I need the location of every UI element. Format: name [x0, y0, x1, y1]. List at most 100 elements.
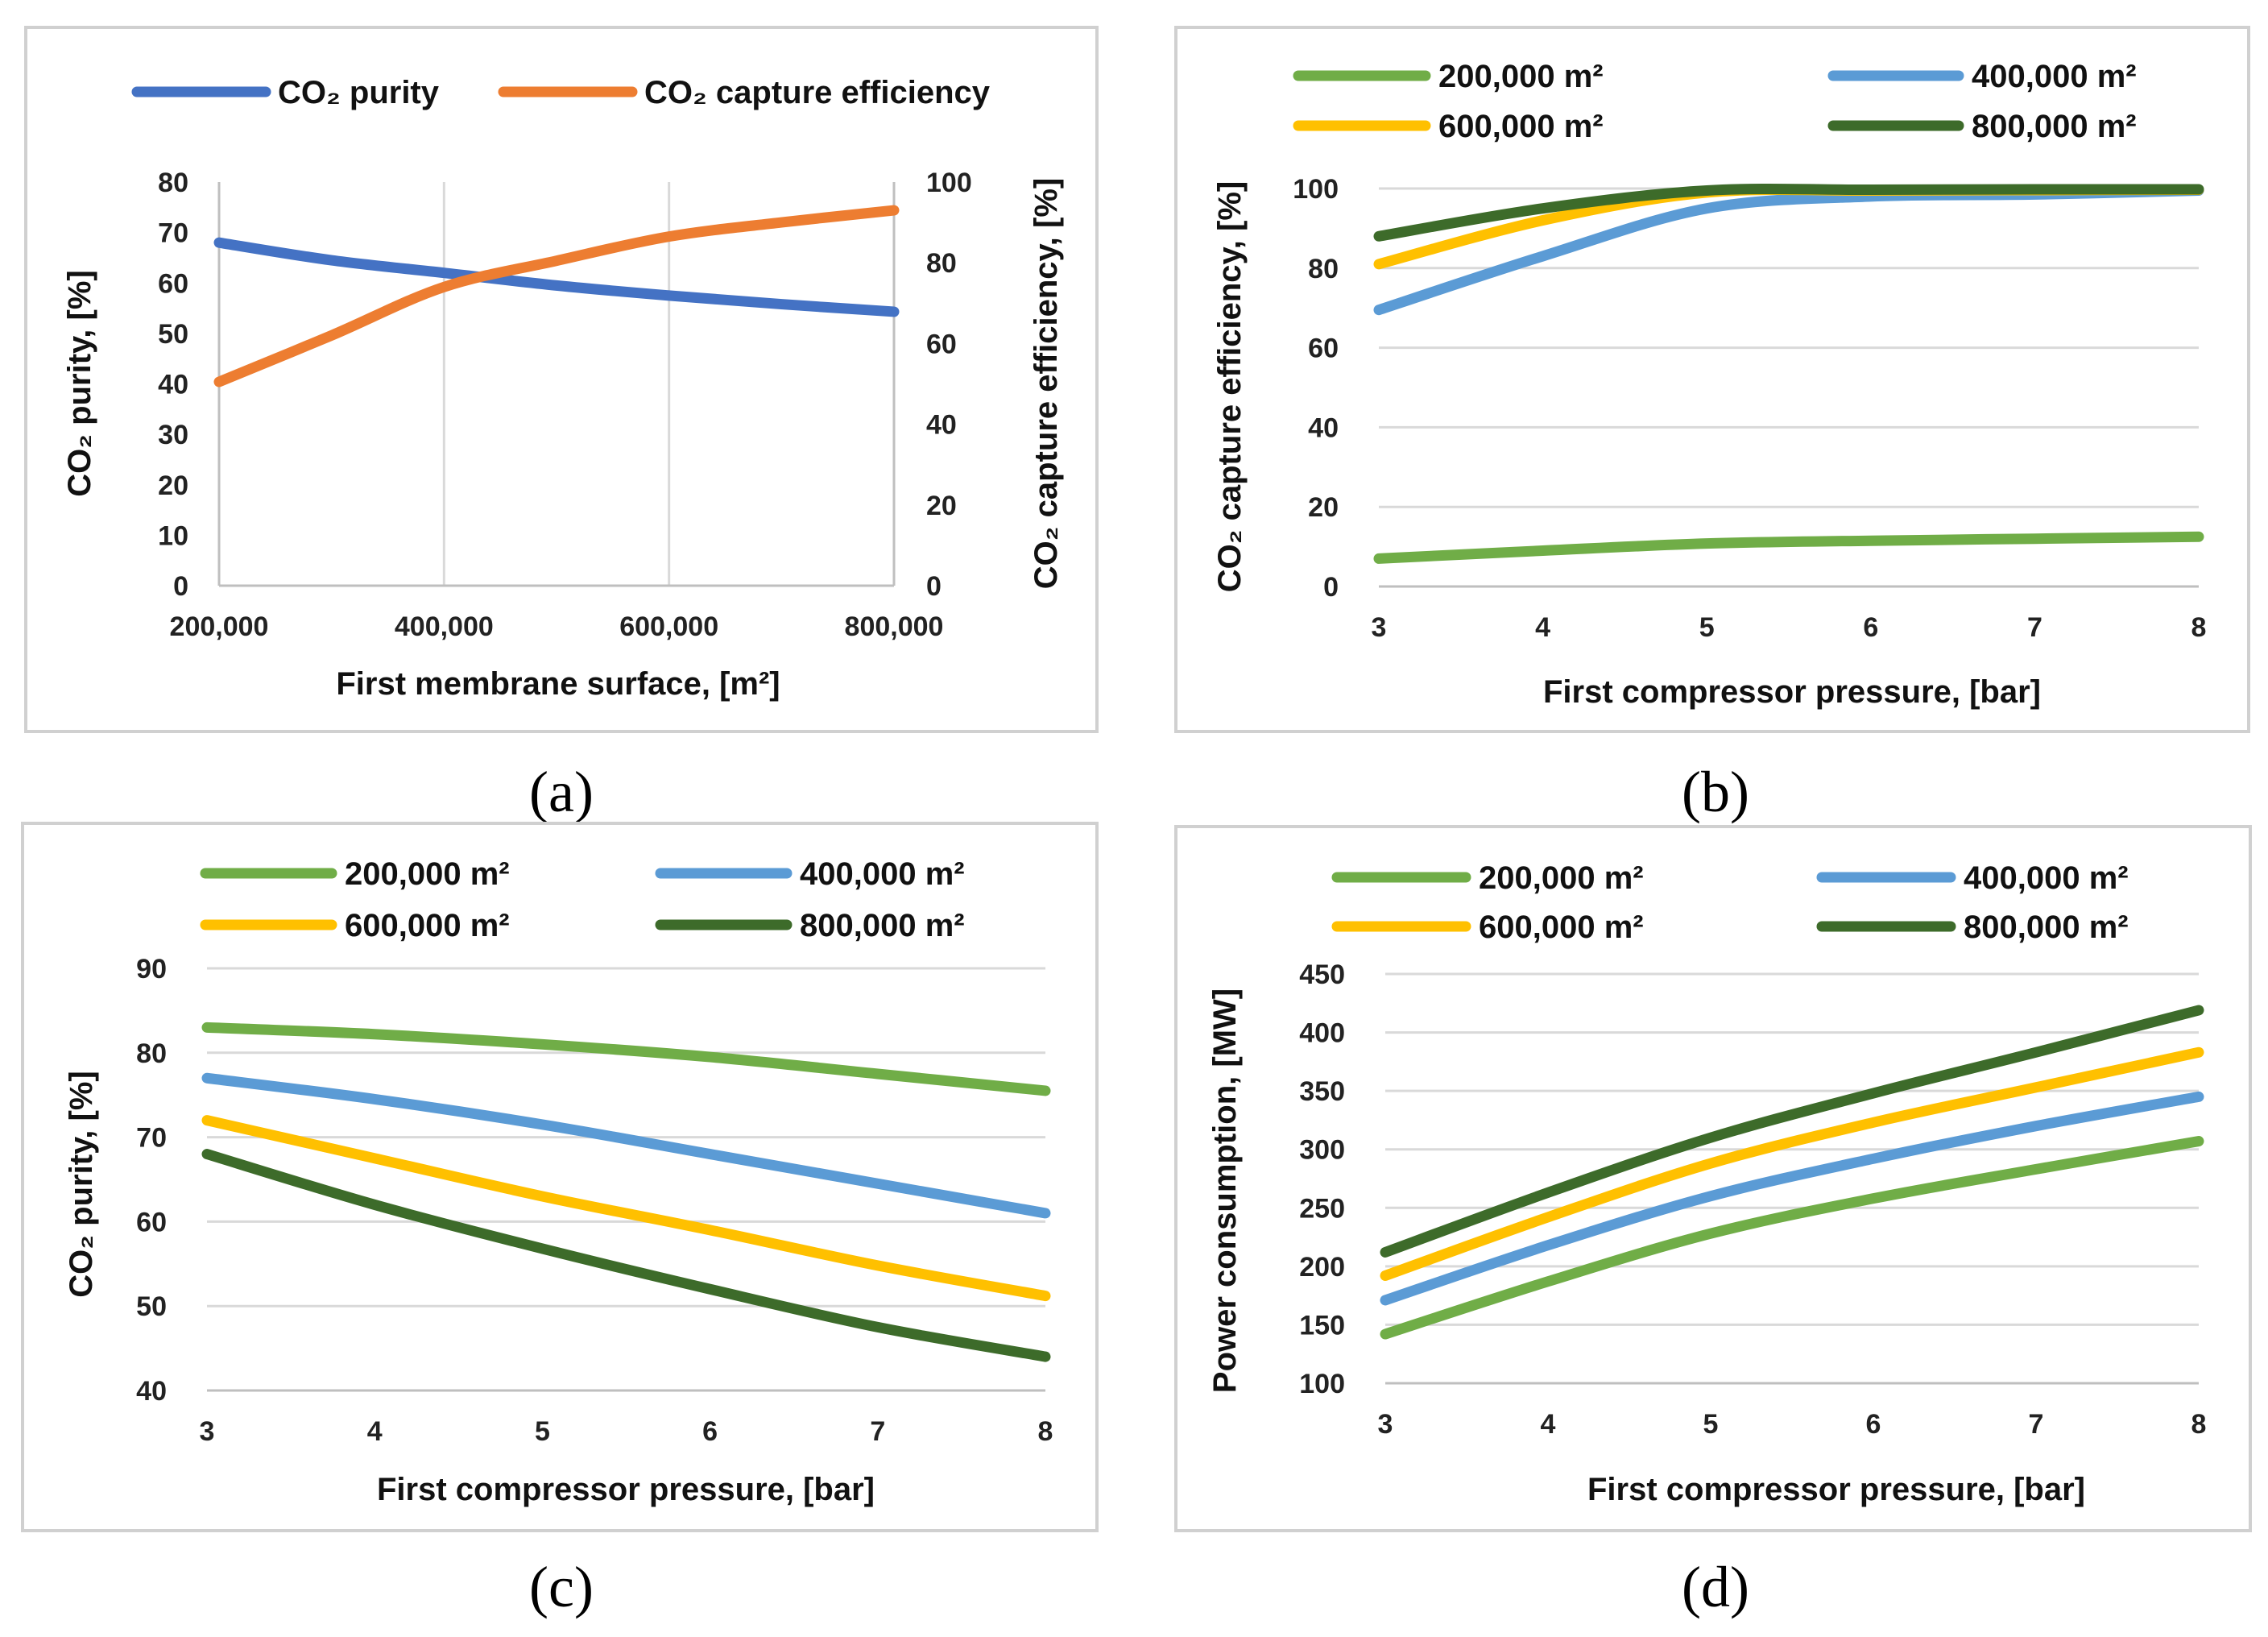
legend-b-label-2: 600,000 m²	[1438, 109, 1604, 144]
panel-b-ytick-0: 0	[1323, 572, 1339, 603]
panel-c-xtick-4: 7	[870, 1416, 885, 1447]
panel-d-series-2	[1380, 1046, 2204, 1281]
panel-a-series-0	[213, 237, 900, 317]
panel-d-xlabel: First compressor pressure, [bar]	[1587, 1472, 2085, 1507]
panel-d-xtick-5: 8	[2191, 1409, 2207, 1440]
panel-a-caption: (a)	[529, 760, 594, 824]
panel-b-xtick-4: 7	[2027, 612, 2042, 643]
panel-b-xtick-2: 5	[1699, 612, 1715, 643]
panel-d-legend: 200,000 m² 400,000 m² 600,000 m² 800,000…	[1331, 860, 2129, 945]
panel-a-ytick-left-6: 60	[158, 268, 188, 299]
panel-b-ytick-1: 20	[1308, 492, 1339, 523]
legend-a-label-1: CO₂ capture efficiency	[644, 75, 991, 110]
panel-b-frame	[1174, 26, 2250, 733]
panel-a-xtick-0: 200,000	[170, 611, 269, 642]
panel-b-xtick-1: 4	[1535, 612, 1550, 643]
panel-b-ylabel: CO₂ capture efficiency, [%]	[1212, 181, 1248, 593]
panel-c-caption: (c)	[529, 1555, 594, 1619]
panel-a-ytick-left-3: 30	[158, 420, 188, 450]
panel-c-series-1	[201, 1072, 1051, 1219]
panel-b-caption: (b)	[1682, 760, 1749, 824]
panel-c-series-2	[201, 1115, 1051, 1302]
panel-a-ytick-left-0: 0	[173, 571, 188, 602]
panel-b-plot: 0 20 40 60 80 100 3 4 5 6 7 8	[1293, 174, 2206, 643]
legend-b-label-3: 800,000 m²	[1972, 109, 2137, 144]
legend-c-label-2: 600,000 m²	[345, 908, 510, 943]
panel-c-ytick-0: 40	[136, 1376, 167, 1407]
panel-d-ytick-3: 250	[1299, 1193, 1345, 1224]
panel-d-ytick-5: 350	[1299, 1076, 1345, 1107]
panel-c-frame	[21, 822, 1099, 1532]
panel-d: 200,000 m² 400,000 m² 600,000 m² 800,000…	[1174, 825, 2252, 1619]
panel-c-ytick-1: 50	[136, 1291, 167, 1322]
panel-c-xlabel: First compressor pressure, [bar]	[377, 1472, 875, 1507]
panel-d-frame	[1174, 825, 2252, 1532]
panel-a-ytick-right-4: 80	[926, 248, 957, 279]
panel-d-series-0	[1380, 1136, 2204, 1340]
panel-d-ytick-6: 400	[1299, 1018, 1345, 1049]
panel-a-xtick-3: 800,000	[845, 611, 944, 642]
panel-a-ytick-left-8: 80	[158, 168, 188, 198]
panel-a-ylabel-left: CO₂ purity, [%]	[62, 270, 97, 496]
panel-c-ytick-5: 90	[136, 954, 167, 984]
panel-d-xtick-2: 5	[1703, 1409, 1719, 1440]
panel-c-ylabel: CO₂ purity, [%]	[64, 1071, 99, 1297]
panel-a-ytick-left-4: 40	[158, 370, 188, 400]
legend-c-label-0: 200,000 m²	[345, 856, 510, 892]
panel-d-caption: (d)	[1682, 1555, 1749, 1619]
legend-b-label-1: 400,000 m²	[1972, 59, 2137, 94]
panel-c-xtick-2: 5	[535, 1416, 550, 1447]
panel-d-series-1	[1380, 1091, 2204, 1306]
panel-b-series-0	[1373, 531, 2204, 564]
panel-d-ytick-7: 450	[1299, 959, 1345, 990]
panel-d-ytick-0: 100	[1299, 1369, 1345, 1399]
panel-c-ytick-4: 80	[136, 1038, 167, 1069]
panel-a-legend: CO₂ purity CO₂ capture efficiency	[131, 75, 991, 110]
panel-a-ytick-right-3: 60	[926, 329, 957, 359]
panel-d-series-3	[1380, 1005, 2204, 1258]
panel-a: CO₂ purity CO₂ capture efficiency 200,00…	[24, 26, 1099, 824]
panel-d-ytick-1: 150	[1299, 1310, 1345, 1341]
panel-d-xtick-3: 6	[1866, 1409, 1881, 1440]
panel-b-ytick-3: 60	[1308, 334, 1339, 364]
panel-d-ytick-2: 200	[1299, 1252, 1345, 1283]
panel-d-xtick-0: 3	[1378, 1409, 1393, 1440]
legend-d-label-0: 200,000 m²	[1479, 860, 1644, 896]
panel-b-xtick-0: 3	[1372, 612, 1387, 643]
panel-b-xlabel: First compressor pressure, [bar]	[1543, 674, 2041, 710]
legend-d-label-2: 600,000 m²	[1479, 910, 1644, 945]
panel-c-xtick-3: 6	[702, 1416, 718, 1447]
panel-a-ytick-right-0: 0	[926, 571, 942, 602]
panel-b-series-3	[1373, 184, 2204, 242]
panel-c-series-0	[201, 1022, 1051, 1096]
legend-d-label-1: 400,000 m²	[1964, 860, 2129, 896]
panel-c-xtick-0: 3	[200, 1416, 215, 1447]
panel-c: 200,000 m² 400,000 m² 600,000 m² 800,000…	[21, 822, 1099, 1619]
panel-a-ytick-left-1: 10	[158, 520, 188, 551]
panel-a-plot: 200,000 400,000 600,000 800,000 0 10 20 30 40 50 6…	[158, 168, 972, 642]
panel-a-xtick-1: 400,000	[395, 611, 494, 642]
panel-a-ylabel-right: CO₂ capture efficiency, [%]	[1028, 178, 1064, 590]
panel-b-xtick-3: 6	[1863, 612, 1878, 643]
panel-a-ytick-right-1: 20	[926, 491, 957, 521]
panel-c-ytick-2: 60	[136, 1207, 167, 1237]
panel-a-xtick-2: 600,000	[619, 611, 718, 642]
panel-b: 200,000 m² 400,000 m² 600,000 m² 800,000…	[1174, 26, 2250, 824]
panel-c-xtick-1: 4	[367, 1416, 383, 1447]
panel-d-ylabel: Power consumption, [MW]	[1207, 988, 1243, 1393]
panel-b-ytick-2: 40	[1308, 412, 1339, 443]
panel-c-ytick-3: 70	[136, 1123, 167, 1154]
panel-a-ytick-left-7: 70	[158, 218, 188, 249]
panel-d-ytick-4: 300	[1299, 1135, 1345, 1166]
legend-a-label-0: CO₂ purity	[278, 75, 440, 110]
panel-a-frame	[24, 26, 1099, 733]
panel-a-xlabel: First membrane surface, [m²]	[336, 666, 780, 702]
panel-a-ytick-left-2: 20	[158, 470, 188, 501]
panel-b-legend: 200,000 m² 400,000 m² 600,000 m² 800,000…	[1293, 59, 2137, 144]
panel-c-series-3	[201, 1149, 1051, 1362]
panel-b-xtick-5: 8	[2191, 612, 2207, 643]
panel-a-ytick-right-5: 100	[926, 168, 972, 198]
panel-b-ytick-4: 80	[1308, 254, 1339, 284]
legend-c-label-3: 800,000 m²	[800, 908, 965, 943]
